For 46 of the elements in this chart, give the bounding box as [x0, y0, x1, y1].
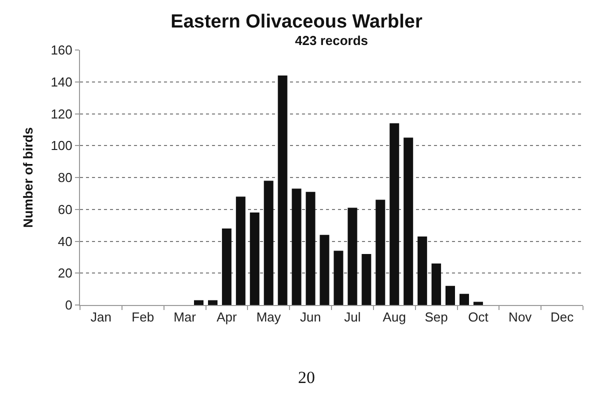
x-tick-label: May	[256, 310, 282, 325]
y-tick-label: 160	[50, 42, 72, 58]
bar	[334, 250, 344, 305]
bar	[473, 302, 483, 305]
x-tick-label: Oct	[468, 310, 489, 325]
bar	[348, 208, 358, 305]
bar	[264, 180, 274, 305]
bar	[222, 228, 232, 305]
bar	[320, 234, 330, 305]
x-tick-label: Apr	[216, 310, 238, 325]
bar	[278, 76, 288, 305]
bar	[390, 123, 400, 305]
bar	[418, 236, 428, 305]
x-tick-label: Jan	[90, 310, 112, 325]
bar	[432, 264, 442, 305]
x-tick-label: Jul	[344, 310, 361, 325]
bar	[292, 188, 302, 305]
x-tick-label: Nov	[508, 310, 532, 325]
y-tick-label: 0	[65, 298, 72, 313]
bar	[376, 200, 386, 305]
x-tick-label: Mar	[174, 310, 197, 325]
x-tick-label: Sep	[424, 310, 448, 325]
y-tick-label: 120	[50, 106, 72, 122]
y-tick-label: 140	[50, 74, 72, 90]
y-tick-label: 80	[58, 170, 72, 186]
y-axis-title: Number of birds	[20, 127, 36, 228]
y-tick-label: 60	[58, 202, 72, 217]
x-tick-label: Dec	[550, 310, 574, 325]
text: 20	[298, 368, 315, 387]
bar	[194, 300, 204, 305]
bar	[404, 138, 414, 305]
chart-title: Eastern Olivaceous Warbler	[170, 11, 423, 32]
bar	[446, 286, 456, 305]
y-tick-label: 40	[58, 234, 72, 249]
bar	[250, 212, 260, 305]
x-tick-label: Aug	[382, 310, 406, 325]
y-tick-label: 20	[58, 266, 72, 281]
y-tick-label: 100	[50, 138, 72, 154]
x-tick-label: Jun	[300, 310, 322, 325]
x-tick-label: Feb	[132, 310, 154, 325]
bar	[459, 294, 469, 305]
bar	[208, 300, 218, 305]
bar	[306, 192, 316, 305]
chart-subtitle: 423 records	[295, 33, 368, 48]
bar	[362, 254, 372, 305]
bar	[236, 196, 246, 305]
